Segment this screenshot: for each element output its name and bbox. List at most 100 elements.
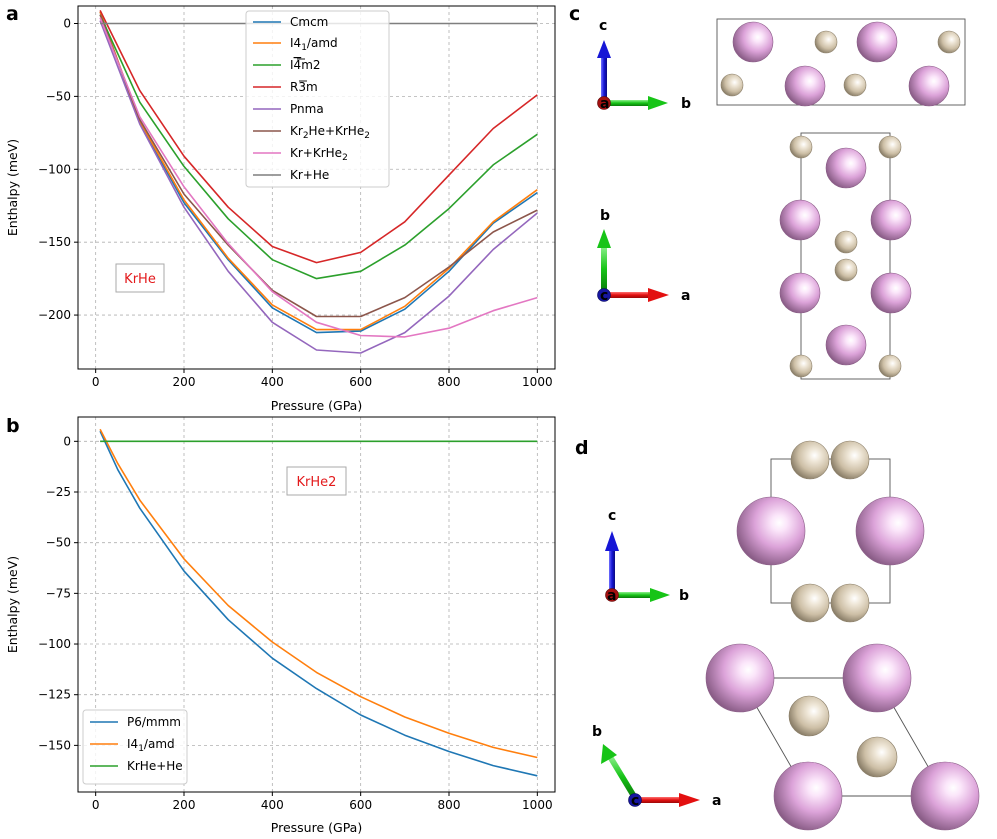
kr-atom (855, 496, 925, 566)
chart-b-series (99, 428, 538, 777)
y-tick-label: −100 (38, 637, 71, 651)
axis-triad-d-bottom: b a c (592, 724, 721, 809)
axis-arrow-b (601, 246, 607, 292)
axis-arrow-b (608, 756, 636, 797)
axis-name-a: a (607, 588, 616, 604)
axis-name-c: c (631, 793, 639, 809)
unit-cell-rhombus (739, 677, 946, 797)
series-line-kr2he-krhe2 (99, 14, 538, 318)
x-tick-label: 400 (261, 798, 284, 812)
panel-letter-c: c (569, 3, 580, 25)
axis-arrow-a (607, 292, 650, 298)
legend-entry-i41amd: I41/amd (253, 36, 338, 53)
kr-atom (784, 65, 826, 107)
he-atom (834, 230, 858, 254)
chart-b-annotation-text: KrHe2 (297, 475, 337, 490)
y-tick-label: −50 (46, 89, 71, 103)
unit-cell-box (800, 132, 891, 380)
y-tick-label: −200 (38, 308, 71, 322)
legend-entry-cmcm: Cmcm (253, 15, 328, 29)
axis-origin-c (597, 288, 611, 302)
axis-name-a: a (712, 793, 721, 809)
axis-arrowhead-a (648, 288, 669, 302)
he-atom (834, 258, 858, 282)
chart-b: 0 200 400 600 800 10000−25−50−75−100−125−150 … (5, 416, 556, 835)
chart-b-frame (77, 416, 556, 793)
y-tick-label: −25 (46, 485, 71, 499)
axis-name-c: c (608, 508, 616, 524)
legend-label: R3m (290, 80, 318, 94)
he-atom (789, 354, 813, 378)
panel-letter-b: b (6, 415, 20, 437)
x-tick-label: 0 (92, 798, 100, 812)
axis-arrowhead-b (650, 588, 670, 602)
he-atom (814, 30, 838, 54)
he-atom (843, 73, 867, 97)
chart-a-xlabel: Pressure (GPa) (271, 398, 362, 413)
chart-b-ylabel: Enthalpy (meV) (5, 556, 20, 653)
axis-origin-c (628, 793, 642, 807)
axis-name-b: b (600, 208, 610, 224)
kr-atom (773, 761, 843, 831)
x-tick-label: 800 (438, 798, 461, 812)
legend-entry-kr-he: Kr+He (253, 168, 329, 182)
legend-label: Kr+KrHe2 (290, 146, 348, 163)
structure-d-top (736, 440, 925, 623)
legend-label: I41/amd (290, 36, 338, 53)
chart-a-annotation-box (115, 263, 165, 293)
series-line-kr-krhe2 (99, 17, 538, 338)
chart-b-ticks: 0 200 400 600 800 1000 0 −25 −50 −75 −100 −125 −150 (38, 434, 553, 812)
y-tick-label: 0 (63, 434, 71, 448)
series-line-p6-mmm (99, 430, 538, 777)
he-atom (878, 135, 902, 159)
y-tick-label: 0 (63, 16, 71, 30)
kr-atom (842, 643, 912, 713)
kr-atom (779, 199, 821, 241)
kr-atom (825, 147, 867, 189)
kr-atom (732, 21, 774, 63)
kr-atom (856, 21, 898, 63)
x-tick-label: 1000 (522, 375, 553, 389)
legend-entry-p6mmm: P6/mmm (90, 715, 181, 729)
legend-label: Kr+He (290, 168, 329, 182)
y-tick-label: −150 (38, 738, 71, 752)
chart-a-annotation: KrHe (115, 263, 165, 293)
x-tick-label: 200 (173, 375, 196, 389)
axis-arrowhead-c (597, 40, 611, 58)
series-line-i-4m2 (99, 14, 538, 280)
axis-name-b: b (681, 96, 691, 112)
axis-triad-d-top: c b a (605, 508, 689, 604)
x-tick-label: 800 (438, 375, 461, 389)
he-atom (856, 736, 898, 778)
axis-name-a: a (600, 96, 609, 112)
structure-c-top (716, 18, 966, 107)
axis-arrow-c (609, 549, 615, 592)
axis-arrowhead-b (597, 229, 611, 248)
axis-name-a: a (681, 288, 690, 304)
kr-atom (736, 496, 806, 566)
he-atom (788, 695, 830, 737)
legend-entry-kr-krhe2: Kr+KrHe2 (253, 146, 348, 163)
he-atom (830, 583, 870, 623)
legend-label: Pnma (290, 102, 324, 116)
series-line-pnma (99, 20, 538, 354)
legend-label: P6/mmm (127, 715, 181, 729)
axis-triad-c-bottom: b a c (597, 208, 690, 304)
structure-d-bottom (705, 643, 980, 831)
axis-arrowhead-a (679, 793, 700, 807)
series-line-i41-amd (99, 428, 538, 759)
x-tick-label: 1000 (522, 798, 553, 812)
legend-entry-pnma: Pnma (253, 102, 324, 116)
axis-origin-a (597, 96, 611, 110)
chart-a-frame (77, 5, 556, 370)
axis-name-c: c (600, 288, 608, 304)
axis-arrow-a (636, 797, 681, 803)
series-line-i41-amd (99, 11, 538, 331)
y-tick-label: −75 (46, 586, 71, 600)
kr-atom (908, 65, 950, 107)
x-tick-label: 0 (92, 375, 100, 389)
kr-atom (870, 199, 912, 241)
legend-entry-i41amd-b: I41/amd (90, 737, 175, 754)
legend-label: I41/amd (127, 737, 175, 754)
